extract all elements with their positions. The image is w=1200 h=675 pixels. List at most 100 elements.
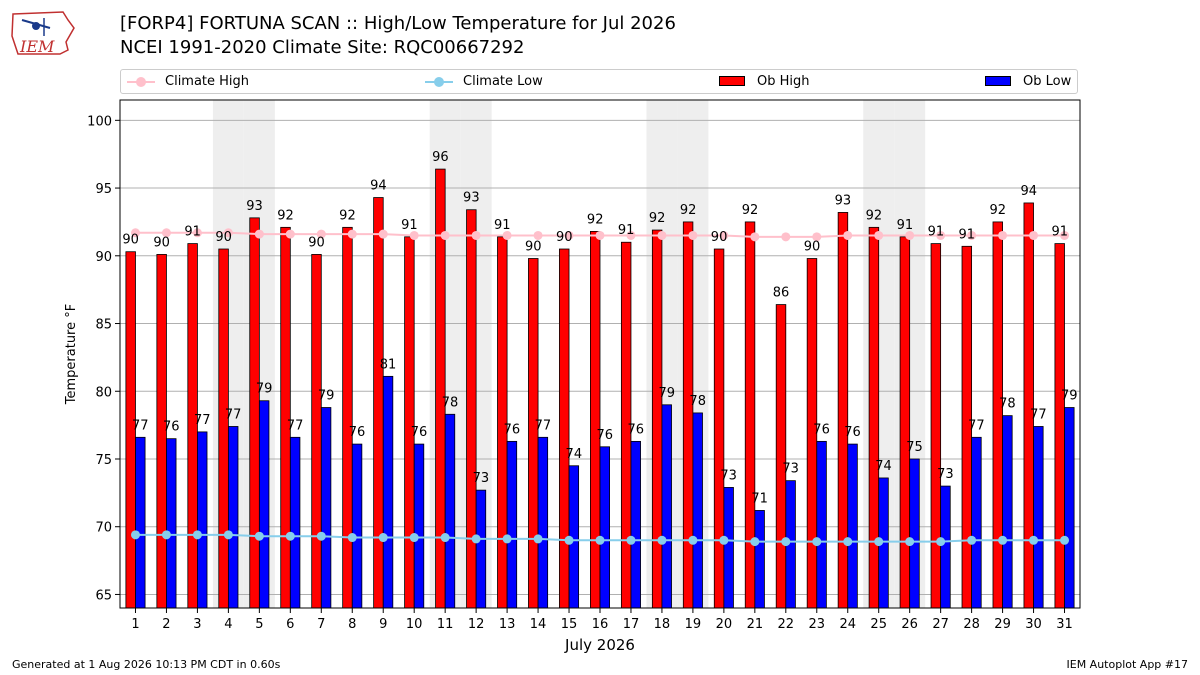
ob-high-label: 94 (1020, 184, 1037, 199)
climate-high-point (1029, 230, 1039, 240)
ob-high-label: 92 (990, 203, 1007, 218)
climate-high-point (130, 228, 140, 238)
climate-low-point (533, 534, 543, 544)
climate-high-point (502, 230, 512, 240)
climate-high-point (688, 230, 698, 240)
ob-low-label: 77 (194, 413, 211, 428)
x-tick-label: 13 (499, 617, 516, 632)
climate-low-point (378, 533, 388, 543)
ob-low-bar (506, 440, 518, 609)
x-tick-label: 12 (468, 617, 485, 632)
ob-high-label: 91 (494, 218, 511, 233)
x-tick-label: 4 (224, 617, 232, 632)
ob-high-label: 92 (742, 203, 759, 218)
ob-low-bar (630, 440, 641, 609)
climate-low-point (564, 535, 574, 545)
ob-low-bar (537, 436, 549, 609)
climate-high-point (254, 229, 264, 239)
ob-high-bar (744, 221, 756, 609)
ob-high-label: 92 (649, 211, 666, 226)
legend-label: Climate High (165, 74, 250, 89)
y-tick-label: 85 (95, 318, 112, 333)
x-tick-label: 5 (255, 617, 263, 632)
ob-high-bar (899, 236, 911, 609)
ob-low-label: 79 (318, 389, 335, 404)
ob-high-bar (342, 226, 353, 609)
ob-high-bar (1054, 243, 1065, 609)
x-tick-label: 6 (286, 617, 294, 632)
ob-low-bar (599, 446, 611, 609)
ob-high-label: 90 (711, 230, 728, 245)
ob-low-label: 79 (1061, 389, 1078, 404)
x-tick-label: 7 (317, 617, 325, 632)
ob-high-bar (311, 254, 322, 609)
climate-low-point (161, 530, 171, 540)
ob-low-label: 74 (566, 447, 583, 462)
climate-low-point (657, 535, 667, 545)
climate-high-point (967, 230, 977, 240)
ob-low-label: 76 (813, 422, 830, 437)
ob-high-bar (590, 231, 601, 609)
x-tick-label: 19 (685, 617, 702, 632)
ob-low-bar (971, 436, 982, 609)
ob-high-label: 92 (680, 203, 697, 218)
ob-high-label: 96 (432, 150, 449, 165)
climate-high-point (905, 230, 915, 240)
climate-low-point (626, 535, 636, 545)
ob-high-label: 92 (866, 208, 883, 223)
ob-low-bar (444, 413, 456, 609)
ob-low-label: 76 (504, 422, 521, 437)
climate-low-point (440, 533, 450, 543)
climate-high-point (874, 230, 884, 240)
ob-high-label: 90 (308, 235, 325, 250)
x-tick-label: 27 (932, 617, 949, 632)
climate-low-point (316, 531, 326, 541)
ob-high-label: 90 (215, 230, 232, 245)
chart-title: [FORP4] FORTUNA SCAN :: High/Low Tempera… (120, 13, 676, 34)
ob-low-label: 76 (844, 425, 861, 440)
climate-low-point (781, 537, 791, 547)
ob-high-label: 93 (246, 199, 263, 214)
ob-low-label: 77 (535, 418, 552, 433)
ob-high-bar (868, 226, 880, 609)
climate-low-point (1060, 535, 1070, 545)
ob-low-label: 77 (132, 418, 149, 433)
ob-high-label: 90 (153, 235, 170, 250)
iowa-outline-icon (11, 11, 75, 55)
climate-high-point (1060, 230, 1070, 240)
ob-high-bar (404, 236, 415, 609)
x-tick-label: 30 (1025, 617, 1042, 632)
ob-high-bar (1023, 202, 1034, 609)
climate-low-point (967, 535, 977, 545)
iem-logo: IEM (11, 11, 75, 56)
climate-low-point (874, 537, 884, 547)
ob-high-label: 91 (959, 227, 976, 242)
y-tick-label: 95 (95, 182, 112, 197)
climate-low-point (998, 535, 1008, 545)
plot-frame (119, 99, 1081, 609)
ob-low-bar (135, 436, 146, 609)
climate-low-point (130, 530, 140, 540)
ob-low-label: 77 (968, 418, 985, 433)
ob-high-bar (559, 248, 570, 609)
ob-low-label: 79 (256, 382, 273, 397)
ob-low-bar (166, 438, 177, 609)
ob-low-label: 73 (473, 471, 490, 486)
ob-low-label: 74 (875, 459, 892, 474)
ob-low-label: 73 (720, 468, 737, 483)
x-tick-label: 25 (870, 617, 887, 632)
climate-low-point (719, 535, 729, 545)
climate-high-point (316, 229, 326, 239)
ob-low-bar (320, 407, 332, 609)
ob-high-label: 93 (835, 193, 852, 208)
ob-low-label: 71 (751, 491, 768, 506)
y-tick-label: 70 (95, 521, 112, 536)
legend-label: Ob High (757, 74, 810, 89)
ob-high-bar (373, 197, 384, 609)
x-tick-label: 15 (561, 617, 578, 632)
ob-low-bar (909, 458, 920, 609)
ob-low-bar (382, 375, 394, 609)
climate-high-point (843, 230, 853, 240)
ob-high-label: 91 (184, 225, 201, 240)
ob-high-bar (775, 304, 787, 609)
